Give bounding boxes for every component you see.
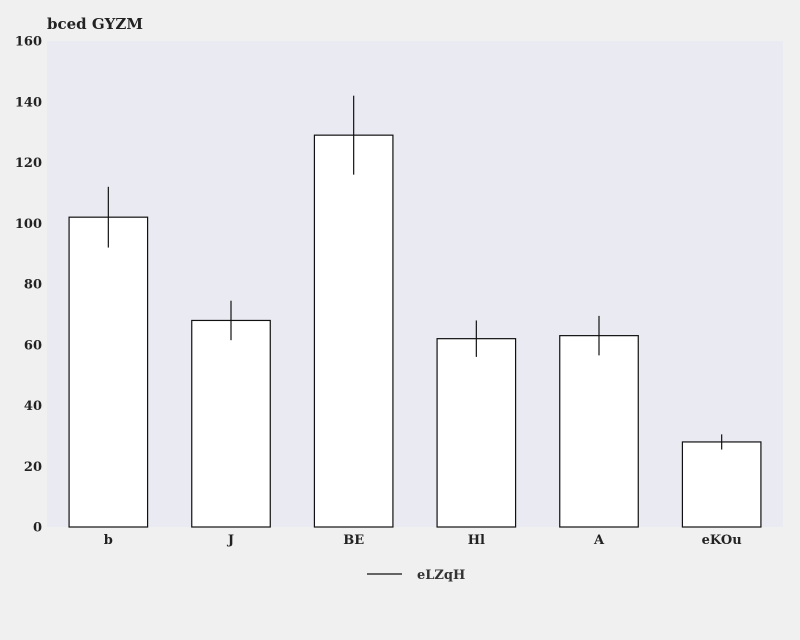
- bar-BE: [313, 134, 394, 528]
- y-tick-label: 0: [33, 521, 42, 536]
- y-tick-label: 40: [24, 399, 42, 414]
- chart-title: bced GYZM: [47, 15, 143, 33]
- x-tick-label: J: [227, 533, 234, 548]
- y-tick-label: 120: [15, 156, 42, 171]
- y-tick-label: 160: [15, 35, 42, 50]
- legend: eLZqH: [367, 568, 465, 583]
- plot-area: [47, 41, 783, 527]
- y-tick-label: 100: [15, 217, 42, 232]
- y-tick-label: 20: [24, 460, 42, 475]
- y-tick-label: 60: [24, 338, 42, 353]
- x-tick-label: A: [593, 533, 605, 548]
- x-tick-label: eKOu: [702, 533, 742, 548]
- errorbars-group: [107, 95, 723, 450]
- x-tick-label: Hl: [468, 533, 485, 548]
- bar-A: [559, 335, 639, 528]
- y-tick-label: 80: [24, 278, 42, 293]
- y-axis-ticks: 0 20 40 60 80 100 120 140 160: [15, 35, 42, 536]
- bar-eKOu: [681, 441, 762, 528]
- legend-label: eLZqH: [417, 568, 465, 583]
- x-tick-label: BE: [343, 533, 364, 548]
- x-tick-label: b: [104, 533, 113, 548]
- y-tick-label: 140: [15, 95, 42, 110]
- bar-Hl: [436, 338, 517, 528]
- bar-J: [191, 319, 271, 528]
- bar-b: [68, 216, 149, 528]
